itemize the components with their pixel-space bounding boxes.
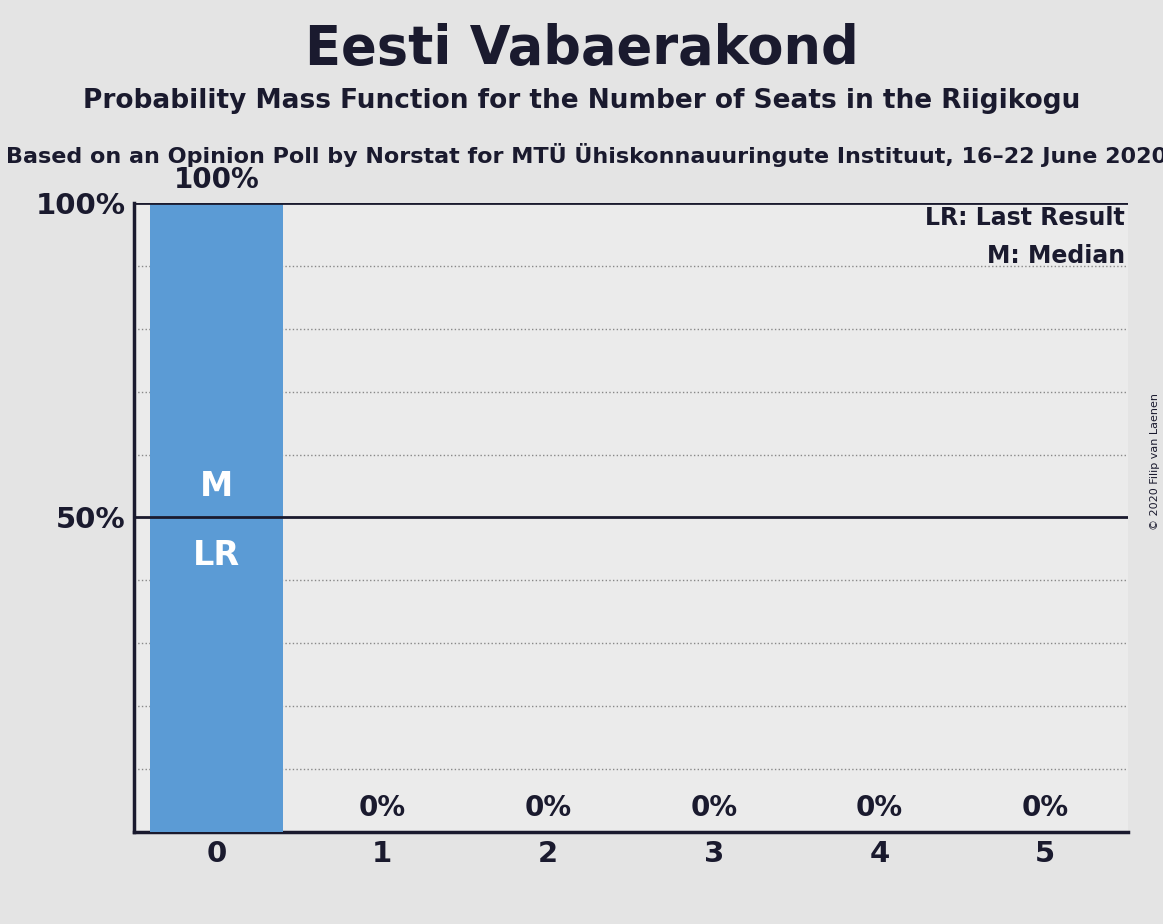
Text: Based on an Opinion Poll by Norstat for MTÜ Ühiskonnauuringute Instituut, 16–22 : Based on an Opinion Poll by Norstat for … bbox=[6, 143, 1163, 167]
Bar bbox=[150, 203, 283, 832]
Text: LR: Last Result: LR: Last Result bbox=[925, 206, 1125, 230]
Text: Probability Mass Function for the Number of Seats in the Riigikogu: Probability Mass Function for the Number… bbox=[83, 88, 1080, 114]
Text: © 2020 Filip van Laenen: © 2020 Filip van Laenen bbox=[1149, 394, 1160, 530]
Text: Eesti Vabaerakond: Eesti Vabaerakond bbox=[305, 23, 858, 75]
Text: 0%: 0% bbox=[856, 794, 904, 822]
Text: 0%: 0% bbox=[525, 794, 572, 822]
Text: M: Median: M: Median bbox=[986, 244, 1125, 268]
Text: M: M bbox=[200, 469, 234, 503]
Text: 0%: 0% bbox=[1021, 794, 1069, 822]
Text: LR: LR bbox=[193, 539, 241, 572]
Text: 0%: 0% bbox=[690, 794, 737, 822]
Text: 0%: 0% bbox=[358, 794, 406, 822]
Text: 100%: 100% bbox=[173, 165, 259, 194]
